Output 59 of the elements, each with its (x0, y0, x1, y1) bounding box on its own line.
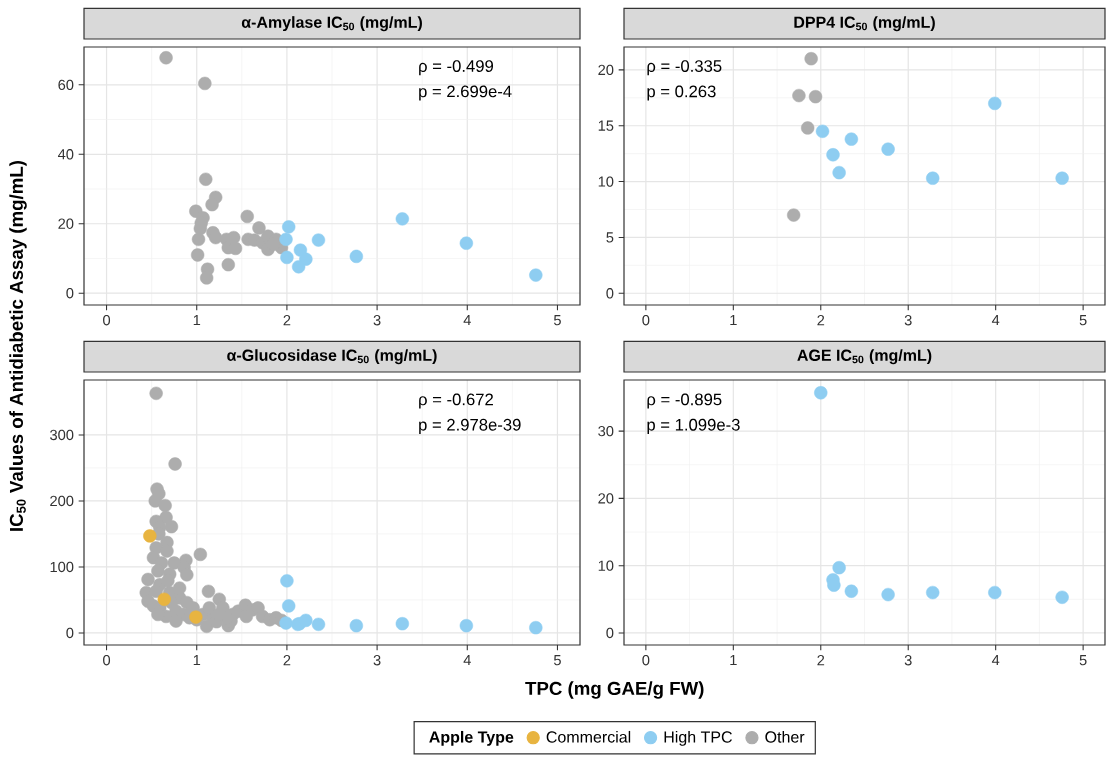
x-tick-label: 5 (553, 655, 561, 666)
y-tick-label: 10 (598, 176, 614, 187)
x-tick-label: 4 (991, 655, 1000, 666)
x-tick-label: 3 (904, 315, 912, 326)
x-tick-label: 1 (193, 315, 201, 326)
x-tick-label: 3 (373, 655, 381, 666)
legend-label: Commercial (546, 730, 631, 743)
y-tick-label: 15 (598, 120, 614, 131)
y-tick-label: 10 (598, 560, 614, 571)
y-tick-label: 60 (58, 79, 74, 91)
y-tick-label: 100 (50, 561, 74, 573)
legend-label: High TPC (664, 730, 732, 746)
annotation: p = 2.978e-39 (419, 418, 521, 434)
x-tick-label: 4 (991, 315, 1000, 326)
y-tick-label: 20 (598, 493, 614, 504)
chart-title: α-Glucosidase IC$_{50}$ (mg/mL) (227, 349, 437, 365)
y-tick-label: 0 (606, 627, 614, 639)
y-tick-label: 20 (598, 64, 614, 76)
x-tick-label: 2 (817, 655, 825, 666)
chart-title: DPP4 IC$_{50}$ (mg/mL) (794, 16, 935, 32)
annotation: p = 0.263 (647, 85, 716, 101)
x-tick-label: 0 (642, 315, 650, 326)
x-axis-title: TPC (mg GAE/g FW) (525, 681, 704, 699)
y-tick-label: 40 (57, 149, 74, 160)
y-axis-title: IC$_{50}$ Values of Antidiabetic Assay (mg/mL) (9, 161, 27, 531)
x-tick-label: 2 (283, 315, 291, 326)
x-tick-label: 4 (463, 655, 471, 666)
y-tick-label: 300 (50, 429, 74, 441)
legend-title: Apple Type (429, 730, 514, 746)
annotation: p = 2.699e-4 (419, 85, 512, 101)
y-tick-label: 200 (50, 495, 74, 507)
annotation: ρ = -0.499 (419, 60, 494, 76)
x-tick-label: 2 (817, 315, 825, 326)
chart-title: α-Amylase IC$_{50}$ (mg/mL) (241, 16, 422, 32)
y-tick-label: 0 (606, 288, 614, 299)
x-tick-label: 1 (193, 655, 201, 666)
y-tick-label: 0 (66, 288, 74, 299)
x-tick-label: 5 (1079, 655, 1087, 666)
x-tick-label: 5 (553, 315, 561, 326)
y-tick-label: 20 (58, 218, 74, 229)
x-tick-label: 4 (463, 315, 471, 326)
x-tick-label: 0 (642, 655, 650, 666)
y-tick-label: 5 (606, 232, 614, 243)
y-tick-label: 30 (598, 425, 614, 437)
x-tick-label: 3 (373, 315, 381, 326)
annotation: ρ = -0.335 (647, 60, 722, 76)
chart-title: AGE IC$_{50}$ (mg/mL) (797, 349, 932, 365)
x-tick-label: 2 (283, 655, 291, 666)
x-tick-label: 1 (730, 315, 737, 326)
x-tick-label: 3 (904, 655, 912, 666)
annotation: ρ = -0.895 (647, 393, 722, 409)
x-tick-label: 1 (730, 655, 737, 666)
legend-label: Other (765, 730, 805, 743)
x-tick-label: 0 (103, 315, 111, 326)
y-tick-label: 0 (66, 627, 74, 639)
x-tick-label: 5 (1079, 315, 1087, 326)
x-tick-label: 0 (103, 655, 111, 666)
annotation: ρ = -0.672 (419, 393, 493, 409)
annotation: p = 1.099e-3 (647, 418, 740, 434)
